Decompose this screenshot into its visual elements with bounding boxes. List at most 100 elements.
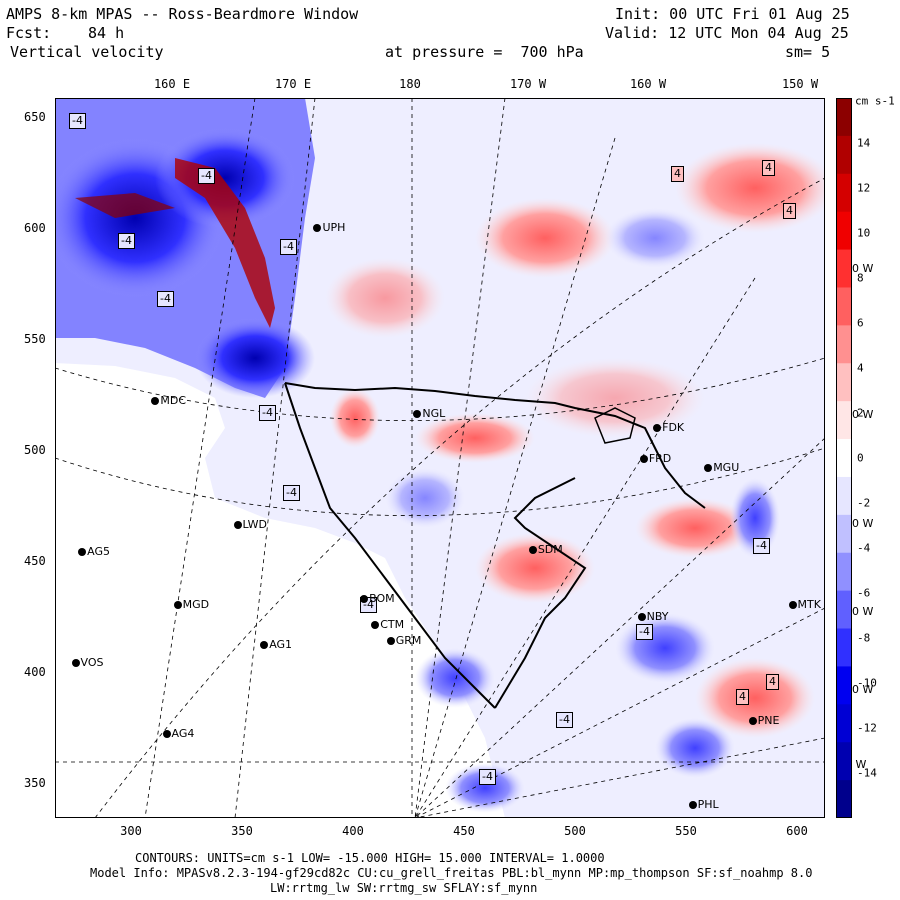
plot-frame <box>55 98 825 818</box>
lon-label: 160 E <box>153 77 191 91</box>
station-label: FDK <box>662 420 685 434</box>
station-marker <box>413 410 422 419</box>
colorbar-tick: -8 <box>857 631 871 645</box>
station-marker <box>233 521 242 530</box>
lon-label: 180 <box>399 77 421 91</box>
contour-label: -4 <box>118 233 135 249</box>
y-tick: 450 <box>24 554 46 568</box>
contour-label: 4 <box>736 689 749 705</box>
downward-region <box>655 718 735 778</box>
upward-region <box>695 658 815 738</box>
forecast-hour: 84 h <box>88 24 125 42</box>
contour-label: -4 <box>556 712 573 728</box>
colorbar-swatch <box>836 666 852 705</box>
contour-label: -4 <box>753 538 770 554</box>
station-label: AG1 <box>269 638 293 652</box>
station-marker <box>688 801 697 810</box>
model-info: Model Info: MPASv8.2.3-194-gf29cd82c CU:… <box>90 866 813 880</box>
station-marker <box>162 730 171 739</box>
colorbar-tick: 10 <box>857 226 871 240</box>
contour-label: -4 <box>479 769 496 785</box>
colorbar-tick: 12 <box>857 181 871 195</box>
colorbar-swatch <box>836 476 852 516</box>
y-tick: 600 <box>24 221 46 235</box>
coastline-transantarctic <box>284 382 496 709</box>
downward-region <box>445 763 525 813</box>
station-label: CTM <box>380 618 405 632</box>
smoothing: sm= 5 <box>785 43 831 61</box>
velocity-map <box>55 98 825 818</box>
colorbar-tick: 14 <box>857 136 871 150</box>
island-outline <box>594 407 636 444</box>
x-tick: 400 <box>342 824 364 838</box>
red-ridge <box>175 158 275 328</box>
colorbar-swatch <box>836 287 852 326</box>
colorbar-swatch <box>836 98 852 137</box>
colorbar <box>836 98 852 818</box>
station-label: LWD <box>242 518 268 532</box>
lon-label: 160 W <box>629 77 667 91</box>
lon-label: 170 W <box>509 77 547 91</box>
lon-label: 150 W <box>781 77 819 91</box>
upward-region <box>325 258 445 338</box>
upward-region <box>415 413 535 463</box>
upward-region <box>635 498 755 558</box>
x-tick: 450 <box>453 824 475 838</box>
contour-label: 4 <box>671 166 684 182</box>
y-tick: 650 <box>24 110 46 124</box>
colorbar-tick: 4 <box>857 361 864 375</box>
station-label: SDM <box>537 542 563 556</box>
station-label: MGU <box>713 460 740 474</box>
colorbar-swatch <box>836 742 852 781</box>
colorbar-swatch <box>836 552 852 592</box>
downward-region <box>385 468 465 528</box>
colorbar-swatch <box>836 628 852 667</box>
deep-blue-core <box>155 128 295 228</box>
colorbar-swatch <box>836 401 852 440</box>
station-label: MDC <box>160 394 187 408</box>
pressure-level: at pressure = 700 hPa <box>385 43 584 61</box>
station-marker <box>71 659 80 668</box>
station-label: MTK <box>797 598 821 612</box>
station-label: BOM <box>369 591 395 605</box>
x-tick: 350 <box>231 824 253 838</box>
colorbar-tick: 0 <box>857 451 864 465</box>
colorbar-swatch <box>836 325 852 364</box>
station-label: UPH <box>322 221 346 234</box>
map-title: AMPS 8-km MPAS -- Ross-Beardmore Window <box>6 5 359 23</box>
y-tick: 550 <box>24 332 46 346</box>
downward-region <box>415 648 495 708</box>
colorbar-unit: cm s-1 <box>855 94 895 108</box>
grounding-line <box>494 477 587 709</box>
x-tick: 300 <box>120 824 142 838</box>
station-marker <box>637 612 646 621</box>
colorbar-tick: 6 <box>857 316 864 330</box>
lon-label: 170 E <box>274 77 312 91</box>
station-marker <box>78 548 87 557</box>
station-marker <box>704 463 713 472</box>
contour-label: 4 <box>762 160 775 176</box>
station-label: AG4 <box>171 727 195 741</box>
model-info-line2: LW:rrtmg_lw SW:rrtmg_sw SFLAY:sf_mynn <box>270 881 538 895</box>
init-time: Init: 00 UTC Fri 01 Aug 25 <box>615 5 850 23</box>
field-name: Vertical velocity <box>10 43 164 61</box>
upward-region <box>525 358 705 438</box>
colorbar-swatch <box>836 439 852 478</box>
contour-label: -4 <box>259 405 276 421</box>
x-tick: 550 <box>675 824 697 838</box>
contour-label: -4 <box>283 485 300 501</box>
station-marker <box>653 423 662 432</box>
station-label: MGD <box>182 598 210 612</box>
forecast-label: Fcst: <box>6 24 52 42</box>
red-ridge <box>75 193 175 218</box>
colorbar-tick: 2 <box>857 406 864 420</box>
ice-shelf-edge <box>284 382 706 509</box>
station-marker <box>528 545 537 554</box>
contour-label: -4 <box>636 624 653 640</box>
station-label: NBY <box>646 609 669 623</box>
colorbar-tick: -6 <box>857 586 871 600</box>
downward-region <box>615 613 715 683</box>
contour-label: -4 <box>69 113 86 129</box>
no-data-region <box>55 363 505 818</box>
station-marker <box>371 621 380 630</box>
